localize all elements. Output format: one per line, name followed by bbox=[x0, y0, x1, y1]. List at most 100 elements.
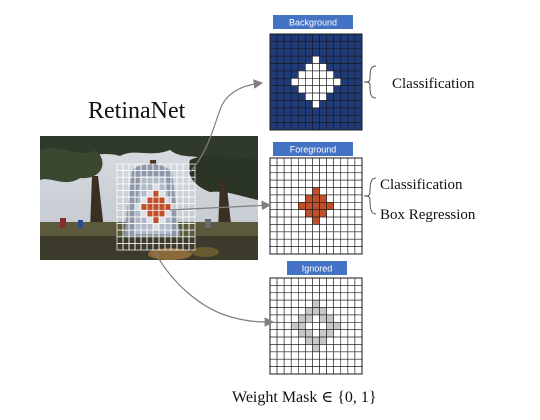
mask-cell bbox=[290, 114, 299, 123]
background-output-classification: Classification bbox=[392, 76, 475, 92]
mask-cell bbox=[269, 172, 278, 181]
mask-cell bbox=[305, 194, 313, 203]
mask-cell bbox=[283, 165, 292, 174]
mask-cell bbox=[326, 92, 334, 101]
mask-cell bbox=[312, 172, 320, 181]
overlay-cell bbox=[158, 216, 166, 224]
mask-cell bbox=[340, 194, 349, 203]
mask-cell bbox=[312, 344, 320, 353]
mask-cell bbox=[347, 114, 356, 123]
overlay-cell bbox=[158, 203, 166, 211]
mask-cell bbox=[319, 307, 327, 316]
mask-cell bbox=[276, 78, 285, 86]
mask-cell bbox=[269, 336, 278, 345]
mask-cell bbox=[290, 92, 299, 101]
mask-cell bbox=[319, 216, 327, 225]
mask-cell bbox=[312, 187, 320, 196]
mask-cell bbox=[283, 336, 292, 345]
mask-cell bbox=[290, 329, 299, 338]
mask-cell bbox=[312, 179, 320, 188]
mask-cell bbox=[326, 336, 334, 345]
mask-cell bbox=[290, 231, 299, 240]
foreground-badge-label: Foreground bbox=[290, 145, 337, 155]
mask-cell bbox=[340, 314, 349, 323]
mask-cell bbox=[298, 202, 306, 210]
anchor-grid-overlay bbox=[116, 163, 196, 251]
mask-cell bbox=[347, 179, 356, 188]
mask-cell bbox=[340, 336, 349, 345]
mask-cell bbox=[347, 322, 356, 330]
mask-cell bbox=[283, 209, 292, 218]
mask-cell bbox=[333, 78, 342, 86]
mask-cell bbox=[305, 48, 313, 57]
mask-cell bbox=[319, 329, 327, 338]
mask-cell bbox=[290, 70, 299, 79]
mask-cell bbox=[283, 187, 292, 196]
mask-cell bbox=[333, 292, 342, 301]
mask-cell bbox=[319, 114, 327, 123]
mask-cell bbox=[298, 314, 306, 323]
mask-cell bbox=[326, 314, 334, 323]
background-mask-panel bbox=[269, 33, 363, 131]
mask-cell bbox=[305, 122, 313, 131]
mask-cell bbox=[354, 100, 363, 109]
mask-cell bbox=[319, 157, 327, 166]
overlay-cell bbox=[158, 209, 166, 218]
mask-cell bbox=[354, 194, 363, 203]
mask-cell bbox=[276, 307, 285, 316]
mask-cell bbox=[340, 33, 349, 42]
mask-cell bbox=[340, 78, 349, 86]
mask-cell bbox=[298, 85, 306, 94]
mask-cell bbox=[333, 85, 342, 94]
mask-cell bbox=[269, 277, 278, 286]
mask-cell bbox=[340, 187, 349, 196]
mask-cell bbox=[312, 231, 320, 240]
mask-cell bbox=[290, 179, 299, 188]
mask-cell bbox=[347, 358, 356, 367]
mask-cell bbox=[283, 329, 292, 338]
mask-cell bbox=[269, 187, 278, 196]
mask-cell bbox=[347, 33, 356, 42]
mask-cell bbox=[276, 216, 285, 225]
mask-cell bbox=[340, 114, 349, 123]
mask-cell bbox=[305, 55, 313, 64]
mask-cell bbox=[312, 33, 320, 42]
mask-cell bbox=[326, 70, 334, 79]
mask-cell bbox=[269, 314, 278, 323]
mask-cell bbox=[276, 63, 285, 72]
mask-cell bbox=[354, 344, 363, 353]
mask-cell bbox=[298, 78, 306, 86]
mask-cell bbox=[312, 224, 320, 233]
mask-cell bbox=[319, 92, 327, 101]
mask-cell bbox=[347, 344, 356, 353]
mask-cell bbox=[269, 322, 278, 330]
mask-cell bbox=[319, 209, 327, 218]
mask-cell bbox=[269, 307, 278, 316]
mask-cell bbox=[319, 187, 327, 196]
mask-cell bbox=[347, 246, 356, 255]
overlay-cell bbox=[146, 196, 154, 205]
mask-cell bbox=[340, 277, 349, 286]
mask-cell bbox=[319, 351, 327, 360]
mask-cell bbox=[347, 70, 356, 79]
mask-cell bbox=[354, 314, 363, 323]
mask-cell bbox=[283, 100, 292, 109]
mask-cell bbox=[305, 33, 313, 42]
mask-cell bbox=[326, 224, 334, 233]
mask-cell bbox=[333, 48, 342, 57]
mask-cell bbox=[276, 351, 285, 360]
mask-cell bbox=[354, 41, 363, 50]
mask-cell bbox=[340, 48, 349, 57]
mask-cell bbox=[290, 194, 299, 203]
mask-cell bbox=[333, 238, 342, 247]
mask-cell bbox=[283, 216, 292, 225]
mask-cell bbox=[276, 202, 285, 210]
mask-cell bbox=[269, 33, 278, 42]
mask-cell bbox=[354, 246, 363, 255]
overlay-cell bbox=[152, 183, 160, 191]
mask-cell bbox=[276, 85, 285, 94]
mask-cell bbox=[340, 41, 349, 50]
mask-cell bbox=[290, 85, 299, 94]
mask-cell bbox=[290, 314, 299, 323]
